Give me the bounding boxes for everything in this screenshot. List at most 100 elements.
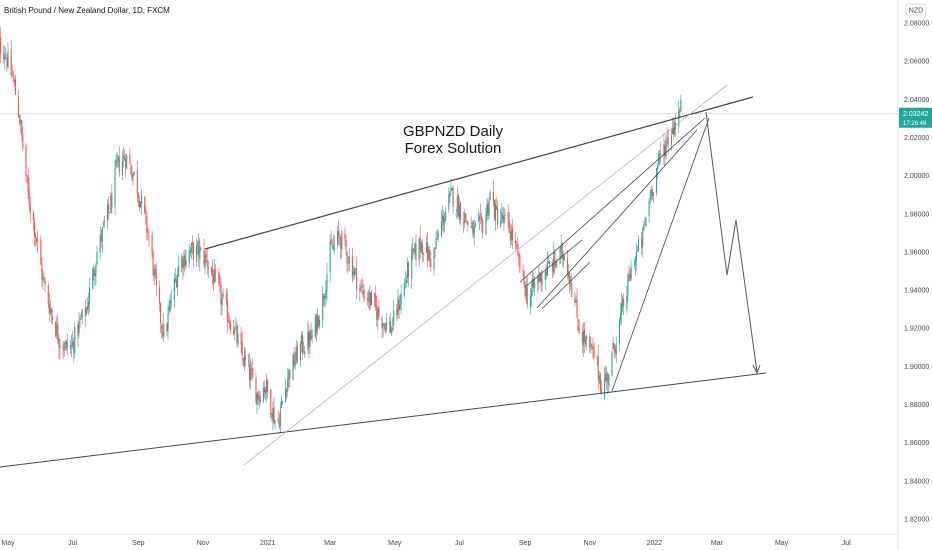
candle-body: [485, 214, 487, 235]
candle-body: [663, 144, 665, 156]
candle-body: [376, 305, 378, 320]
candle-body: [459, 202, 462, 221]
candle-body: [351, 255, 353, 278]
candle-body: [278, 422, 280, 428]
candle-body: [264, 389, 267, 394]
candle-body: [589, 336, 591, 348]
candle-body: [170, 300, 172, 304]
projection-path[interactable]: [705, 111, 758, 373]
candle-body: [219, 282, 221, 285]
channel-upper-line[interactable]: [519, 117, 706, 283]
x-tick-label: Mar: [711, 540, 724, 547]
candle-body: [411, 249, 413, 279]
candle-body: [40, 239, 42, 265]
y-tick-label: 2.04000: [904, 97, 929, 104]
candle-body: [235, 325, 237, 327]
steep-support-line[interactable]: [611, 117, 710, 392]
minor-flag-lower[interactable]: [541, 261, 591, 310]
candle-body: [655, 168, 658, 193]
candle-body: [307, 331, 309, 350]
candle-body: [94, 273, 96, 276]
candle-body: [627, 274, 629, 295]
candle-body: [102, 223, 104, 226]
candle-body: [400, 293, 402, 305]
upper-trendline[interactable]: [204, 96, 754, 250]
candle-body: [118, 157, 120, 173]
candle-body: [561, 244, 563, 259]
candle-body: [613, 343, 615, 349]
candle-body: [50, 308, 52, 314]
candle-body: [228, 321, 231, 324]
candle-body: [606, 372, 608, 381]
candle-body: [497, 208, 499, 225]
y-tick-label: 1.86000: [904, 440, 929, 447]
candle-body: [132, 173, 134, 178]
candle-body: [538, 275, 540, 282]
candle-body: [377, 308, 379, 321]
candle-body: [33, 221, 36, 237]
candle-body: [641, 238, 643, 248]
candle-body: [500, 220, 502, 227]
candle-body: [472, 221, 474, 238]
candle-body: [362, 290, 364, 294]
candle-body: [281, 400, 284, 404]
candle-body: [229, 323, 232, 331]
candle-body: [332, 245, 334, 250]
candle-body: [182, 259, 184, 269]
channel-lower-line[interactable]: [536, 129, 698, 309]
candle-body: [309, 331, 311, 347]
annotation-line-2: Forex Solution: [405, 140, 502, 157]
candle-body: [36, 237, 38, 242]
price-badge-price: 2.03242: [903, 111, 928, 118]
candle-body: [393, 310, 395, 326]
candle-body: [452, 186, 454, 208]
x-tick-label: Jul: [68, 540, 77, 547]
candle-body: [140, 195, 143, 205]
candle-body: [286, 389, 288, 393]
candle-body: [49, 308, 51, 312]
candle-body: [7, 51, 9, 67]
candle-body: [486, 204, 488, 216]
candle-body: [103, 220, 105, 223]
candle-body: [99, 233, 101, 253]
candle-body: [338, 230, 340, 236]
candle-body: [147, 232, 149, 234]
candle-body: [84, 307, 86, 317]
candle-body: [317, 317, 320, 326]
candle-body: [322, 293, 324, 322]
thin-channel-line[interactable]: [243, 84, 728, 466]
candle-body: [397, 298, 399, 316]
candle-body: [44, 280, 46, 285]
candle-body: [420, 241, 422, 253]
candle-body: [263, 387, 265, 393]
candle-body: [440, 220, 442, 236]
lower-support-trendline[interactable]: [0, 372, 767, 468]
candle-body: [63, 349, 65, 351]
candle-body: [480, 214, 482, 216]
candle-body: [222, 294, 224, 297]
y-tick-label: 1.98000: [904, 211, 929, 218]
candle-body: [18, 96, 20, 118]
candle-body: [463, 222, 465, 224]
candle-body: [204, 254, 206, 267]
candle-body: [590, 344, 592, 347]
candle-body: [345, 239, 347, 250]
candle-body: [323, 296, 325, 301]
candle-body: [250, 369, 252, 381]
candle-body: [69, 345, 72, 350]
candle-body: [607, 374, 609, 384]
candle-body: [302, 334, 304, 353]
candle-body: [158, 287, 161, 304]
candle-body: [318, 319, 321, 326]
candle-body: [314, 316, 316, 337]
candle-body: [444, 219, 446, 224]
candle-body: [169, 300, 171, 311]
candle-body: [578, 327, 580, 334]
currency-badge[interactable]: [905, 3, 927, 16]
candle-body: [591, 346, 593, 349]
candle-body: [280, 401, 282, 409]
candle-body: [21, 119, 23, 135]
candle-body: [605, 374, 607, 381]
minor-flag-upper[interactable]: [524, 239, 583, 288]
